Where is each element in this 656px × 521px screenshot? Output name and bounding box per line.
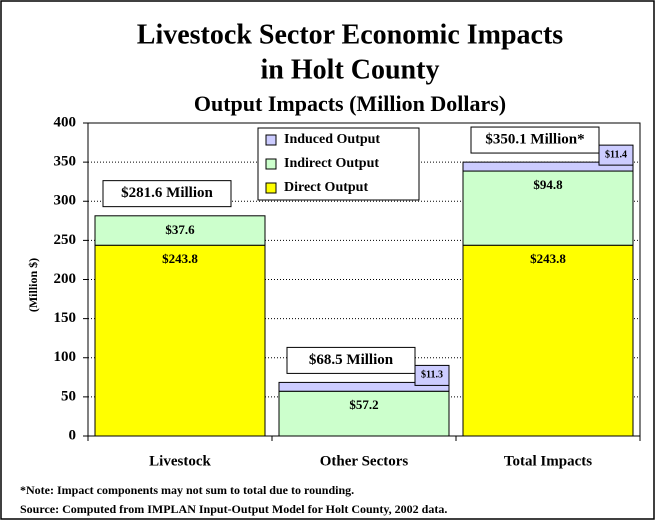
- bar-segment: [462, 244, 634, 437]
- legend-label: Indirect Output: [284, 156, 379, 171]
- value-label: $243.8: [162, 251, 198, 266]
- bar-segment: [278, 381, 450, 392]
- legend-swatch: [265, 158, 277, 170]
- bar-segment: [94, 215, 266, 246]
- total-label: $68.5 Million: [309, 352, 394, 368]
- bar-segment: [462, 161, 634, 172]
- value-label-box: [414, 364, 450, 386]
- total-box: [286, 346, 416, 374]
- legend-box: [257, 127, 420, 201]
- y-tick-label: 0: [69, 427, 77, 443]
- note: Source: Computed from IMPLAN Input-Outpu…: [20, 502, 447, 516]
- total-label: $281.6 Million: [121, 185, 213, 201]
- total-box: [102, 180, 232, 208]
- legend-label: Direct Output: [284, 180, 368, 195]
- y-tick-label: 150: [54, 310, 77, 326]
- y-tick-label: 200: [54, 271, 77, 287]
- note: *Note: Impact components may not sum to …: [20, 483, 354, 497]
- value-label: $11.3: [421, 370, 443, 381]
- y-axis-label: (Million $): [26, 258, 40, 312]
- legend-label: Induced Output: [284, 132, 380, 147]
- total-label: $350.1 Million*: [485, 131, 584, 147]
- chart-title: Livestock Sector Economic Impacts: [137, 19, 564, 50]
- value-label: $94.8: [533, 177, 563, 192]
- bar-segment: [462, 170, 634, 246]
- bar-segment: [94, 244, 266, 437]
- value-label: $37.6: [165, 222, 195, 237]
- value-label-box: [598, 144, 634, 166]
- chart-title: in Holt County: [261, 54, 440, 85]
- y-tick-label: 50: [61, 388, 76, 404]
- legend-swatch: [265, 182, 277, 194]
- y-tick-label: 300: [54, 193, 77, 209]
- chart-subtitle: Output Impacts (Million Dollars): [194, 91, 506, 116]
- x-tick-label: Livestock: [149, 453, 211, 469]
- value-label: $243.8: [530, 251, 566, 266]
- x-tick-label: Other Sectors: [320, 453, 409, 469]
- total-box: [470, 126, 600, 154]
- x-tick-label: Total Impacts: [504, 453, 592, 469]
- y-tick-label: 350: [54, 154, 77, 170]
- legend-swatch: [265, 134, 277, 146]
- value-label: $57.2: [349, 397, 378, 412]
- y-tick-label: 100: [54, 349, 77, 365]
- value-label: $11.4: [605, 149, 627, 160]
- y-tick-label: 400: [54, 114, 77, 130]
- y-tick-label: 250: [54, 232, 77, 248]
